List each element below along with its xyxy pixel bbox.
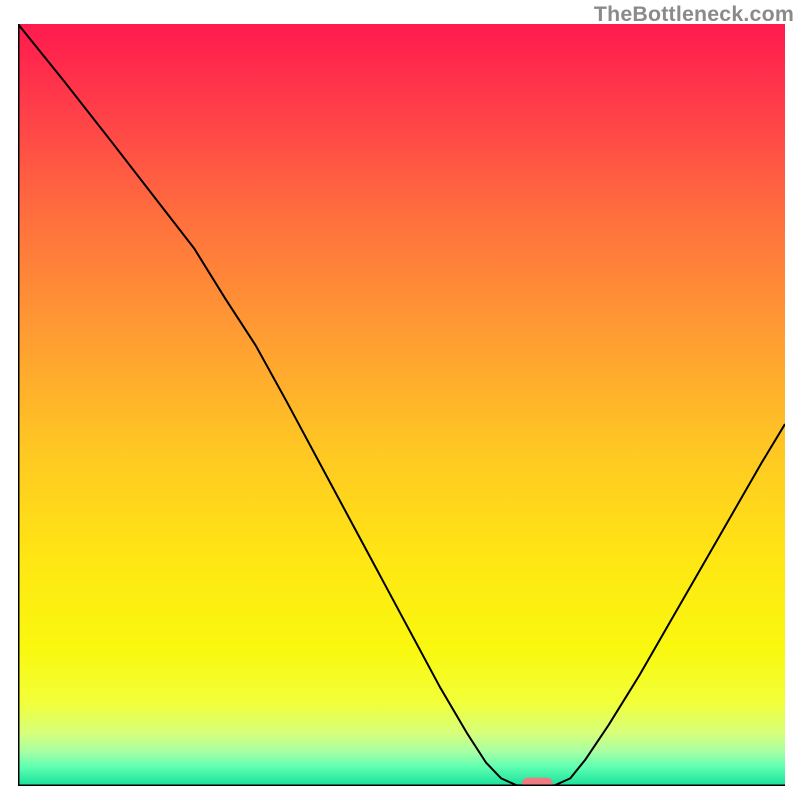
chart-frame: TheBottleneck.com	[0, 0, 800, 800]
plot-area	[18, 24, 785, 786]
gradient-background	[18, 24, 785, 786]
plot-svg	[18, 24, 785, 786]
